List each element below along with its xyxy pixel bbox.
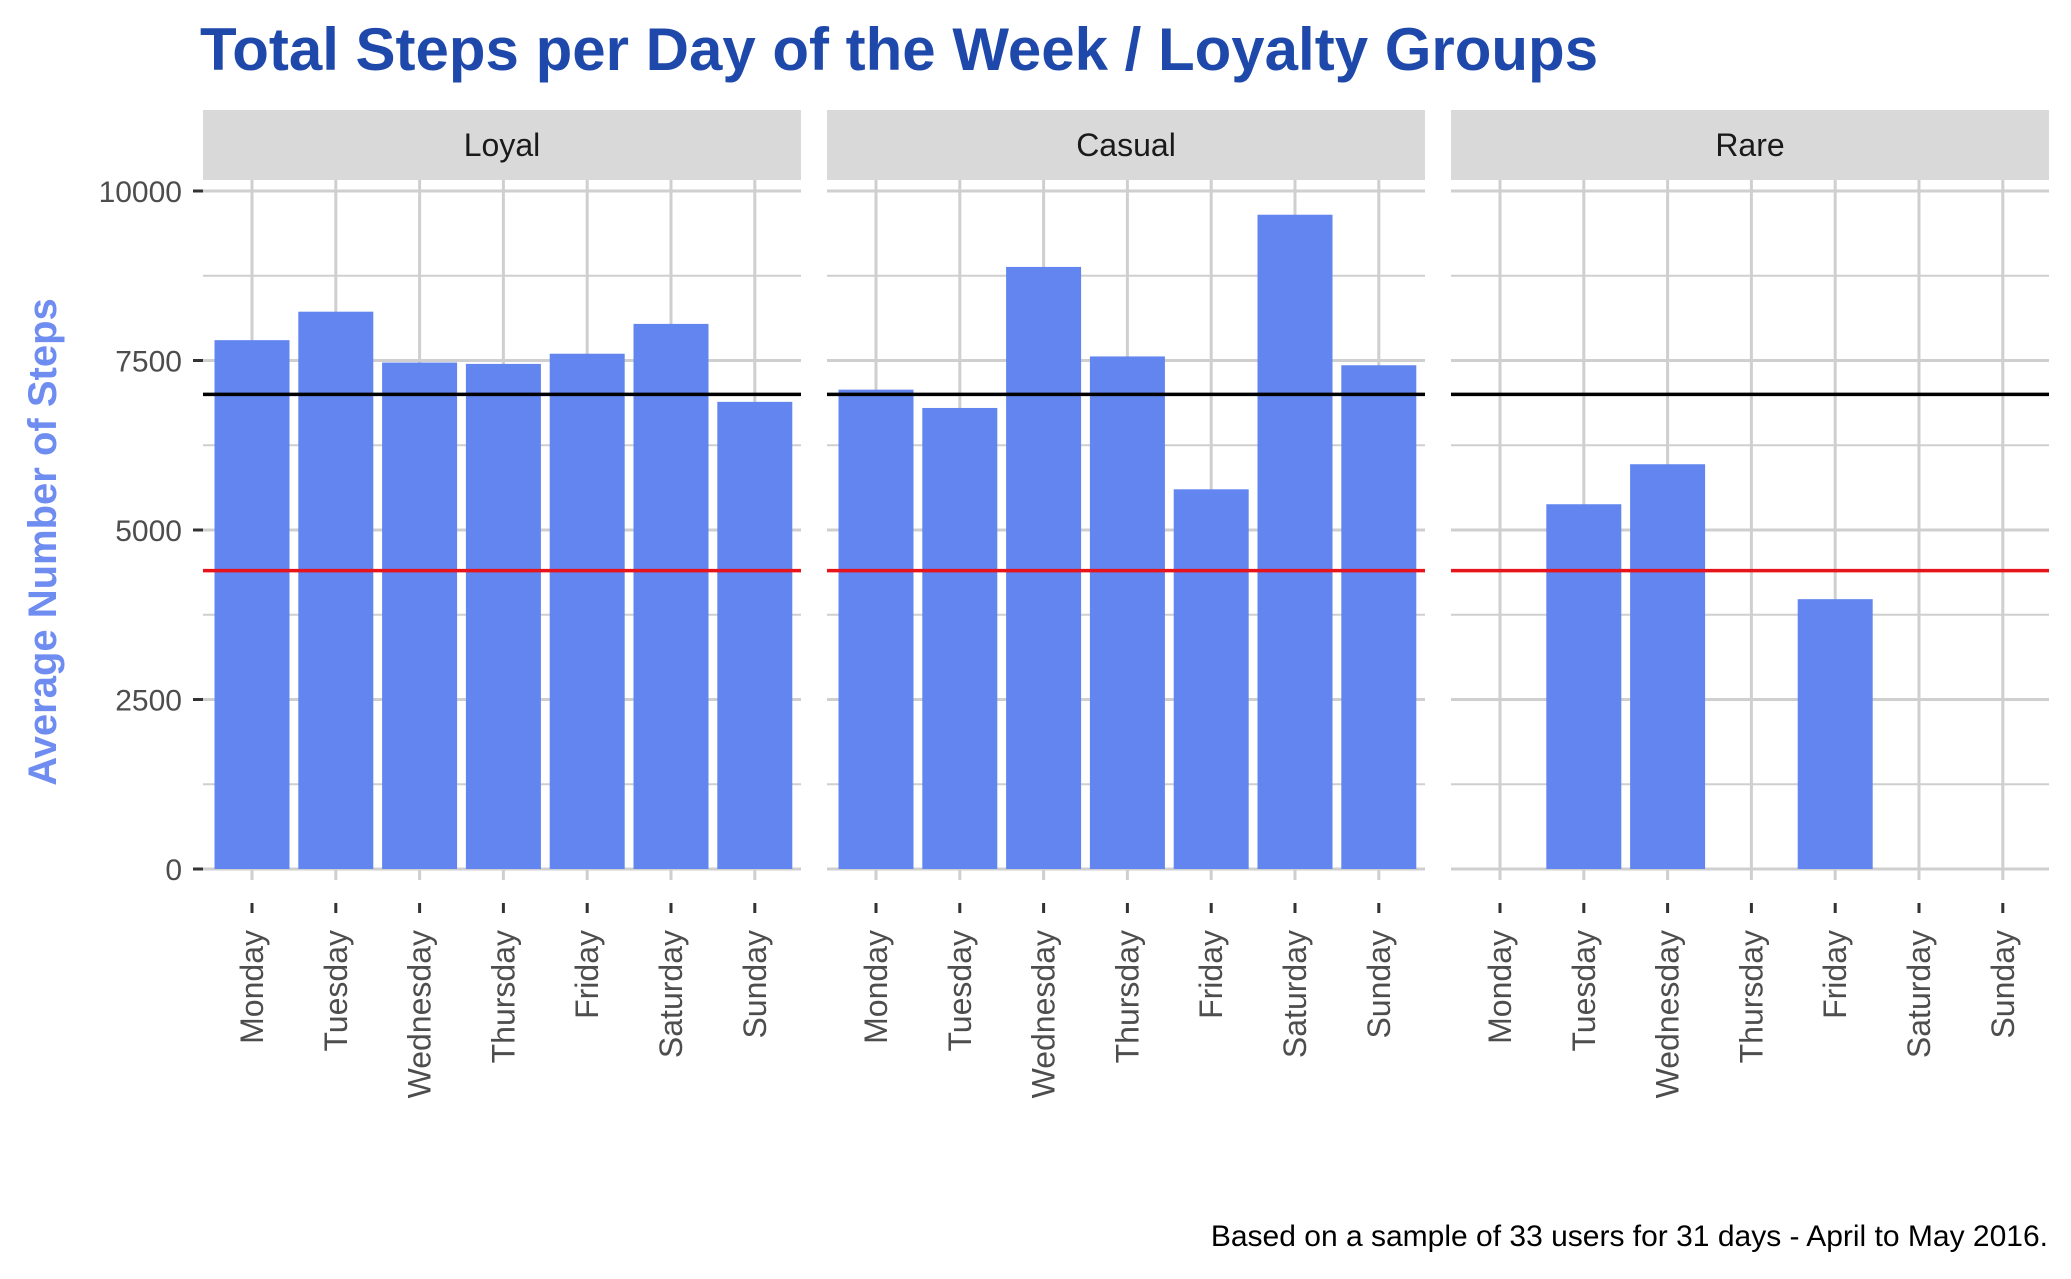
bar-casual-saturday xyxy=(1257,214,1333,870)
x-tick-label: Thursday xyxy=(1109,930,1145,1063)
x-tick-label: Tuesday xyxy=(942,930,978,1052)
x-tick-label: Wednesday xyxy=(402,930,438,1098)
x-tick-label: Friday xyxy=(1817,930,1853,1019)
bar-loyal-sunday xyxy=(717,401,793,869)
bar-loyal-saturday xyxy=(633,323,709,869)
y-tick-label: 7500 xyxy=(115,346,182,379)
facet-label-rare: Rare xyxy=(1715,127,1784,163)
bar-loyal-tuesday xyxy=(298,311,374,870)
bar-rare-friday xyxy=(1797,599,1873,869)
chart-title: Total Steps per Day of the Week / Loyalt… xyxy=(200,16,1598,83)
x-tick-label: Sunday xyxy=(737,930,773,1039)
x-tick-label: Wednesday xyxy=(1026,930,1062,1098)
facet-strip-loyal xyxy=(203,110,801,180)
bar-casual-tuesday xyxy=(922,407,998,869)
bar-casual-friday xyxy=(1173,489,1249,869)
bar-casual-wednesday xyxy=(1006,266,1082,869)
x-tick-label: Thursday xyxy=(1733,930,1769,1063)
y-tick-label: 5000 xyxy=(115,515,182,548)
chart-caption: Based on a sample of 33 users for 31 day… xyxy=(1211,1220,2048,1253)
facet-strip-rare xyxy=(1451,110,2049,180)
x-tick-label: Monday xyxy=(858,930,894,1044)
x-tick-label: Monday xyxy=(234,930,270,1044)
bar-casual-thursday xyxy=(1089,356,1165,869)
x-tick-label: Friday xyxy=(1193,930,1229,1019)
y-tick-label: 10000 xyxy=(99,176,182,209)
bar-rare-wednesday xyxy=(1630,464,1706,869)
bar-loyal-wednesday xyxy=(382,362,458,869)
facet-strip-casual xyxy=(827,110,1425,180)
y-axis-label: Average Number of Steps xyxy=(21,298,65,786)
x-tick-label: Wednesday xyxy=(1650,930,1686,1098)
x-tick-label: Sunday xyxy=(1361,930,1397,1039)
x-tick-label: Monday xyxy=(1482,930,1518,1044)
x-tick-label: Tuesday xyxy=(1566,930,1602,1052)
x-tick-label: Thursday xyxy=(485,930,521,1063)
bar-loyal-friday xyxy=(549,353,625,870)
facet-label-casual: Casual xyxy=(1076,127,1176,163)
x-tick-label: Saturday xyxy=(653,930,689,1058)
y-tick-label: 0 xyxy=(165,854,182,887)
x-tick-label: Tuesday xyxy=(318,930,354,1052)
facet-label-loyal: Loyal xyxy=(464,127,541,163)
bar-loyal-thursday xyxy=(465,363,541,869)
x-tick-label: Saturday xyxy=(1277,930,1313,1058)
x-tick-label: Friday xyxy=(569,930,605,1019)
x-tick-label: Sunday xyxy=(1985,930,2021,1039)
bar-loyal-monday xyxy=(214,340,290,869)
y-tick-label: 2500 xyxy=(115,685,182,718)
bar-casual-sunday xyxy=(1341,365,1417,869)
plot-layer: 0 2500 5000 7500 10000 Loyal Monday Tuesday Wedn… xyxy=(99,110,2049,1098)
x-tick-label: Saturday xyxy=(1901,930,1937,1058)
bar-rare-tuesday xyxy=(1546,504,1622,869)
bar-casual-monday xyxy=(838,389,914,869)
